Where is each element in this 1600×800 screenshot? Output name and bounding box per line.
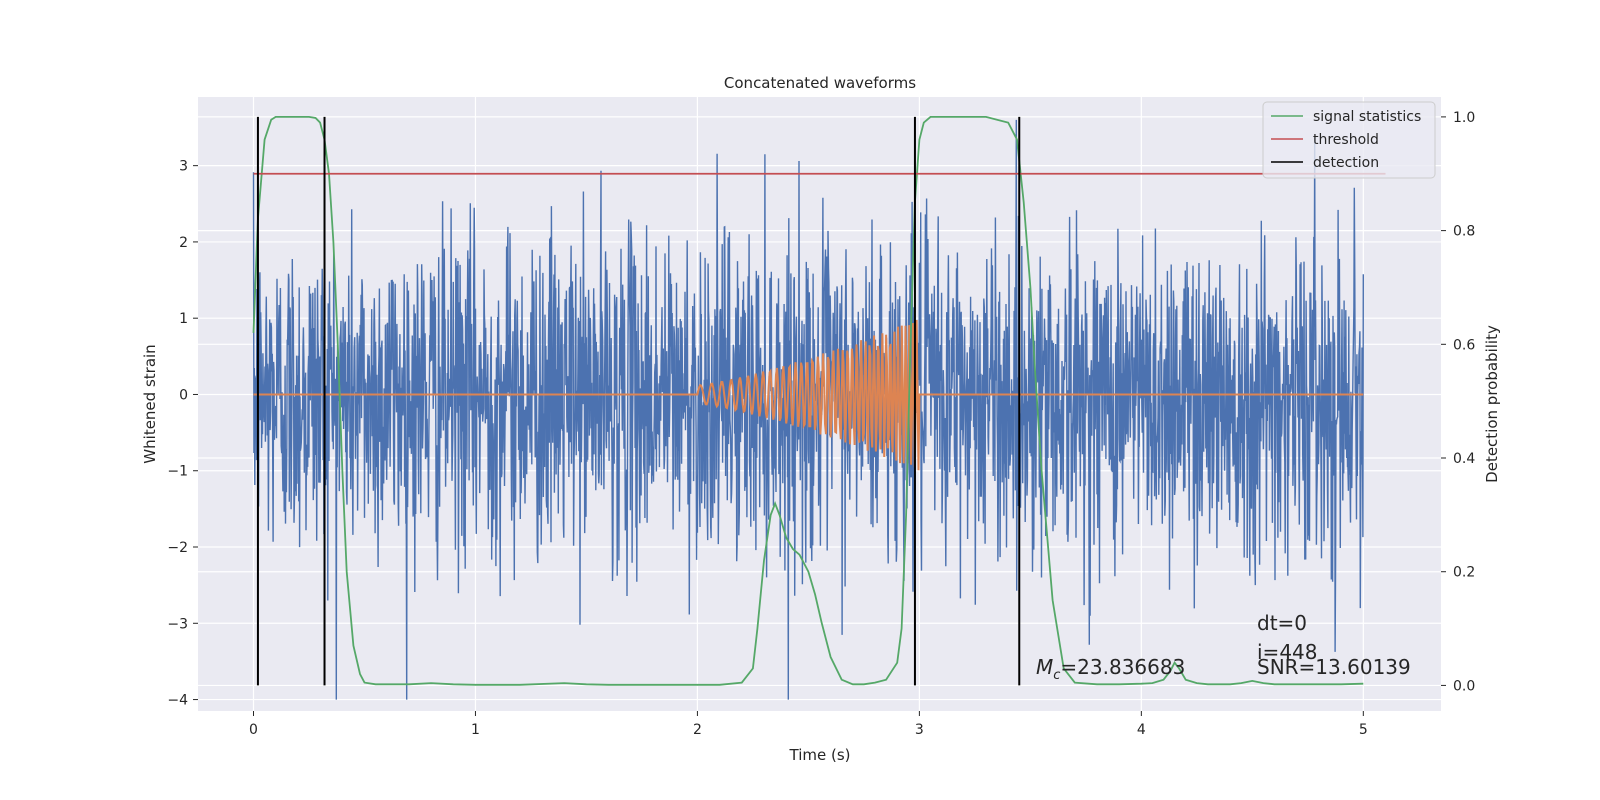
y-tick-label: −2 [167, 540, 188, 556]
y2-axis-label: Detection probability [1483, 325, 1501, 483]
legend-label-threshold: threshold [1313, 132, 1379, 148]
y2-tick-label: 0.4 [1453, 451, 1475, 467]
y-tick-label: −3 [167, 616, 188, 632]
x-tick-label: 1 [471, 722, 480, 738]
x-tick-label: 3 [915, 722, 924, 738]
annotation-dt: dt=0 [1257, 611, 1307, 635]
tick-labels: 0 1 2 3 4 5 −4 −3 −2 −1 0 1 2 3 0.0 0.2 0.4 0.6 0.8 1.0 [167, 110, 1475, 738]
y2-tick-label: 0.0 [1453, 678, 1475, 694]
legend-label-detection: detection [1313, 155, 1379, 171]
y-tick-label: −1 [167, 464, 188, 480]
x-tick-label: 2 [693, 722, 702, 738]
y2-tick-label: 0.6 [1453, 337, 1475, 353]
y-tick-label: 2 [179, 235, 188, 251]
legend-label-signal-statistics: signal statistics [1313, 109, 1421, 125]
annotation-chirp-mass: Mc=23.836683 [1036, 655, 1185, 683]
annotation-index: i=448 [1257, 640, 1318, 664]
annotations: Mc=23.836683 dt=0 i=448 SNR=13.60139 [1036, 611, 1411, 683]
y-axis-label: Whitened strain [141, 344, 159, 463]
x-axis-label: Time (s) [789, 746, 851, 764]
series-layer [252, 116, 1386, 700]
series-whitened-strain [252, 119, 1364, 700]
y-tick-label: 1 [179, 311, 188, 327]
x-tick-label: 0 [249, 722, 258, 738]
x-tick-label: 4 [1137, 722, 1146, 738]
series-signal-statistics [252, 116, 1364, 686]
y-tick-label: 0 [179, 387, 188, 403]
y-tick-label: −4 [167, 693, 188, 709]
annotation-snr: SNR=13.60139 [1257, 655, 1411, 679]
y-tick-label: 3 [179, 159, 188, 175]
chart-title: Concatenated waveforms [724, 74, 916, 92]
legend: signal statistics threshold detection [1262, 101, 1436, 179]
x-tick-label: 5 [1359, 722, 1368, 738]
series-chirp-waveform [253, 319, 1364, 471]
y2-tick-label: 1.0 [1453, 110, 1475, 126]
legend-box [1262, 101, 1436, 179]
y2-tick-label: 0.8 [1453, 224, 1475, 240]
y2-tick-label: 0.2 [1453, 565, 1475, 581]
